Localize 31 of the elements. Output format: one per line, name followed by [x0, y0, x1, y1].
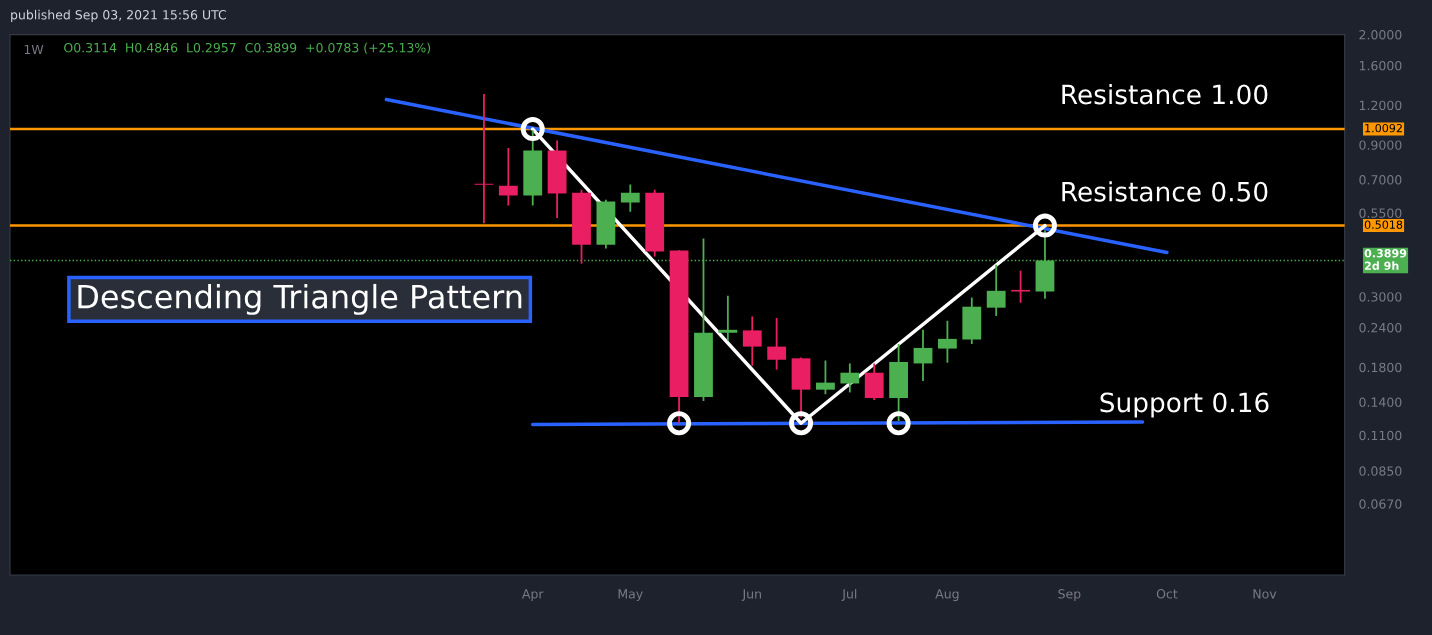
x-tick-label: Oct [1156, 589, 1178, 599]
y-tick-label: 0.5500 [1359, 208, 1402, 218]
y-tick-label: 2.0000 [1359, 30, 1402, 40]
x-tick-label: Nov [1253, 589, 1277, 599]
y-tick-label: 0.1800 [1359, 362, 1402, 373]
y-tick-label: 1.6000 [1359, 60, 1402, 71]
y-tick-label: 0.9000 [1359, 140, 1402, 150]
text: published Sep 03, 2021 15:56 UTC [11, 9, 227, 22]
y-tick-label: 0.2400 [1359, 322, 1402, 333]
y-tick-label: 1.2000 [1359, 100, 1402, 111]
y-tick-label: 0.7000 [1359, 175, 1402, 185]
y-tick-label: 0.1400 [1359, 397, 1402, 407]
annotation: Resistance 1.00 [1062, 83, 1268, 105]
y-tick-label: 0.3000 [1359, 292, 1402, 302]
x-tick-label: Sep [1058, 589, 1081, 601]
x-tick-label: Apr [522, 589, 544, 601]
annotation: Resistance 0.50 [1062, 181, 1268, 202]
ref-line-label: 1.0092 [1365, 123, 1402, 133]
x-tick-label: May [618, 589, 643, 601]
annotation: Descending Triangle Pattern [78, 283, 522, 315]
ref-line-label: 0.5018 [1364, 220, 1403, 229]
annotation: O0.3114 H0.4846 L0.2957 C0.3899 +0.0783 (+25.13%) [64, 42, 431, 54]
y-tick-label: 0.0670 [1359, 499, 1402, 509]
annotation: Support 0.16 [1100, 392, 1269, 418]
y-tick-label: 0.0850 [1359, 466, 1402, 476]
ref-line-label: 0.3899 2d 9h [1364, 249, 1407, 270]
x-tick-label: Jun [741, 589, 761, 601]
x-tick-label: Jul [841, 588, 857, 601]
x-tick-label: Aug [935, 589, 959, 601]
y-tick-label: 0.1100 [1359, 430, 1402, 441]
text: 1W [24, 44, 44, 55]
